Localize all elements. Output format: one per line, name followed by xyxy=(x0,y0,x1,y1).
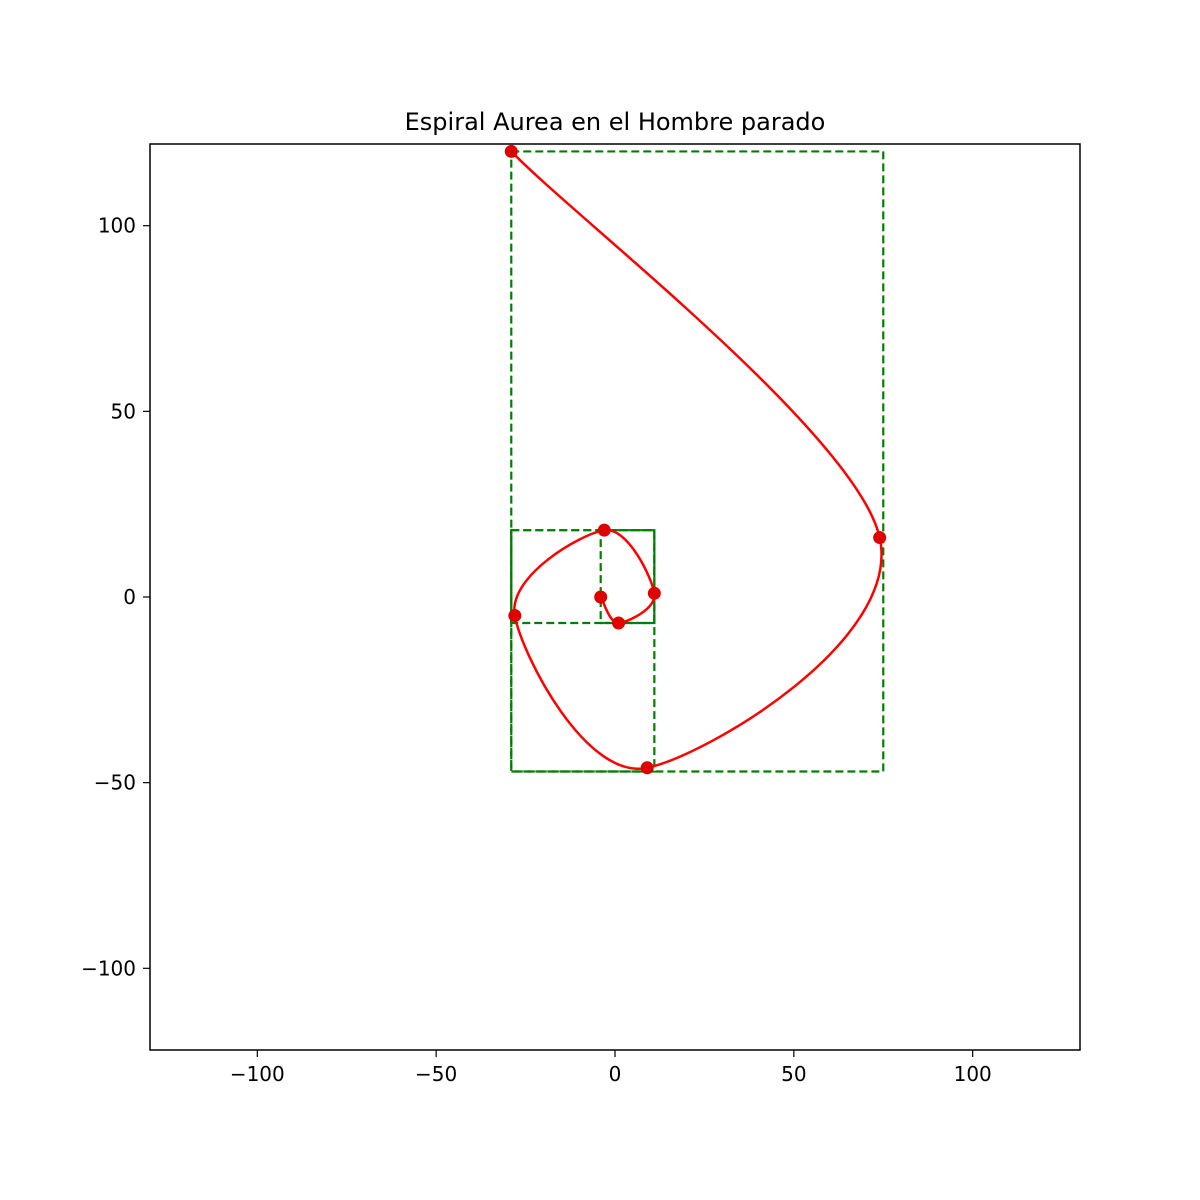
x-tick-label: 0 xyxy=(609,1062,622,1086)
x-tick-label: 50 xyxy=(781,1062,806,1086)
spiral-point xyxy=(597,523,611,537)
spiral-point xyxy=(508,609,522,623)
spiral-point xyxy=(873,531,887,545)
y-tick-label: 50 xyxy=(111,399,136,423)
x-tick-label: −50 xyxy=(415,1062,457,1086)
x-tick-label: −100 xyxy=(230,1062,285,1086)
spiral-point xyxy=(647,586,661,600)
y-tick-label: −50 xyxy=(94,771,136,795)
golden-rectangle xyxy=(510,529,656,773)
y-tick-label: 100 xyxy=(98,214,136,238)
golden-rectangle xyxy=(599,529,656,625)
chart-title: Espiral Aurea en el Hombre parado xyxy=(405,108,826,136)
axis-ticks: −100 −50 0 50 100 −100 −50 0 50 100 xyxy=(81,214,992,1086)
golden-rectangle xyxy=(510,529,656,625)
spiral-point xyxy=(640,761,654,775)
golden-rectangle xyxy=(510,150,885,773)
plot-area xyxy=(504,144,887,775)
y-tick-label: −100 xyxy=(81,956,136,980)
x-tick-label: 100 xyxy=(954,1062,992,1086)
spiral-point xyxy=(504,144,518,158)
y-tick-label: 0 xyxy=(123,585,136,609)
spiral-point xyxy=(612,616,626,630)
spiral-point xyxy=(594,590,608,604)
